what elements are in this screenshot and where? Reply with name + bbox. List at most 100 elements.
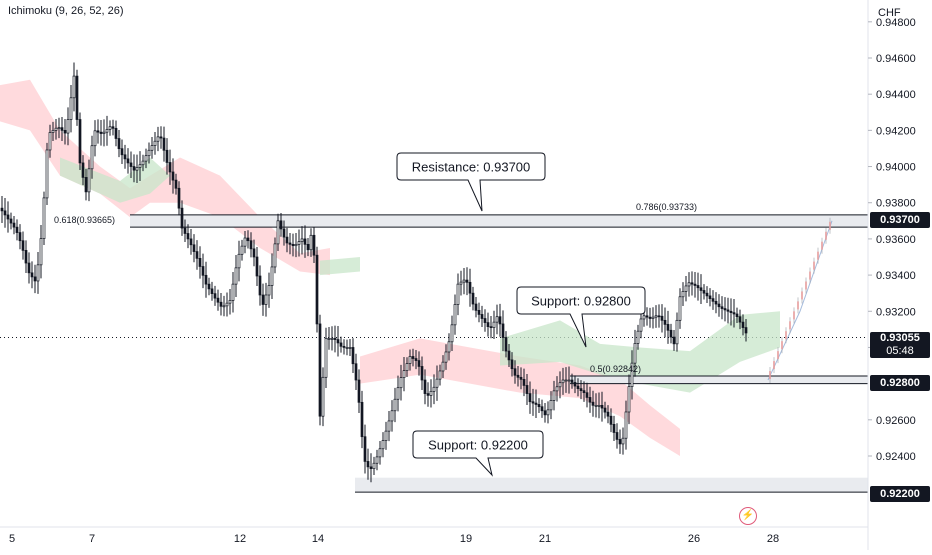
fib-0786-label: 0.786(0.93733) — [636, 202, 697, 212]
annotations: Resistance: 0.93700 Support: 0.92800 Suppo… — [54, 152, 697, 477]
candle-body — [507, 350, 511, 361]
candle-body — [330, 338, 334, 340]
projection-candle-body — [829, 221, 831, 230]
candle-body — [78, 119, 82, 164]
candle-body — [252, 248, 256, 258]
candle-body — [183, 227, 187, 234]
candle-body — [300, 238, 304, 242]
candle-body — [204, 274, 208, 285]
candle-body — [222, 305, 226, 308]
candle-body — [495, 316, 499, 323]
candle-body — [627, 386, 631, 413]
candle-body — [633, 343, 637, 364]
y-tick-label: 0.92600 — [876, 415, 916, 427]
candle-body — [339, 342, 343, 347]
resistance-callout-text: Resistance: 0.93700 — [412, 160, 531, 175]
candle-body — [675, 319, 679, 345]
candle-body — [126, 158, 130, 164]
candle-body — [102, 131, 106, 134]
candle-body — [669, 329, 673, 338]
candle-body — [216, 297, 220, 303]
candle-body — [234, 267, 238, 285]
fib-0618-label: 0.618(0.93665) — [54, 215, 115, 225]
candle-body — [705, 292, 709, 297]
projection-candle-body — [797, 301, 799, 310]
candle-body — [384, 430, 388, 441]
candle-body — [648, 316, 652, 319]
candle-body — [210, 288, 214, 294]
support-1-zone — [570, 376, 868, 384]
projection-candle-body — [825, 231, 827, 240]
support-1-price-tag: 0.92800 — [870, 375, 930, 391]
candle-body — [138, 164, 142, 168]
candle-body — [435, 378, 439, 388]
candle-body — [714, 300, 718, 305]
candle-body — [180, 207, 184, 229]
candle-body — [291, 243, 295, 247]
candle-body — [393, 398, 397, 412]
candle-body — [678, 296, 682, 321]
y-tick-label: 0.93400 — [876, 270, 916, 282]
candle-body — [657, 315, 661, 318]
candle-body — [405, 363, 409, 371]
candle-body — [696, 285, 700, 289]
candle-body — [702, 290, 706, 294]
candle-body — [672, 336, 676, 345]
candle-body — [366, 461, 370, 468]
candle-body — [369, 466, 373, 470]
candle-body — [33, 276, 37, 282]
candle-body — [198, 258, 202, 267]
x-tick-label: 21 — [539, 533, 551, 545]
candle-body — [528, 393, 532, 403]
axis-currency: CHF — [878, 7, 901, 19]
candle-body — [399, 377, 403, 389]
candle-body — [414, 358, 418, 361]
candle-body — [273, 243, 277, 268]
candle-body — [21, 240, 25, 251]
candle-body — [390, 410, 394, 422]
candle-body — [438, 370, 442, 380]
projection-candle-body — [813, 261, 815, 270]
candle-body — [612, 423, 616, 433]
candle-body — [84, 177, 88, 193]
candle-body — [288, 242, 292, 245]
candle-body — [351, 347, 355, 365]
candle-body — [585, 392, 589, 398]
candle-body — [348, 347, 352, 349]
candle-body — [708, 295, 712, 299]
candle-body — [561, 379, 565, 384]
lightning-icon[interactable]: ⚡ — [739, 507, 757, 525]
y-tick-label: 0.94200 — [876, 125, 916, 137]
candle-body — [96, 130, 100, 133]
candle-body — [177, 187, 181, 209]
candle-body — [213, 293, 217, 299]
candle-body — [636, 330, 640, 344]
candle-body — [240, 245, 244, 255]
candle-body — [594, 404, 598, 407]
candle-body — [27, 262, 31, 274]
candle-body — [411, 356, 415, 359]
candle-body — [201, 266, 205, 276]
candle-body — [147, 149, 151, 157]
candle-body — [63, 130, 67, 134]
candle-body — [93, 130, 97, 147]
indicator-legend[interactable]: Ichimoku (9, 26, 52, 26) — [8, 5, 124, 17]
candle-body — [48, 132, 52, 151]
candle-body — [372, 462, 376, 470]
x-tick-label: 19 — [460, 533, 472, 545]
support-1-callout-box — [516, 286, 646, 348]
candle-body — [732, 312, 736, 315]
candle-body — [693, 283, 697, 286]
bar-countdown: 05:48 — [886, 345, 914, 357]
candle-body — [423, 379, 427, 394]
candle-body — [219, 301, 223, 307]
candle-body — [132, 166, 136, 171]
candle-body — [264, 294, 268, 305]
cloud-segment — [500, 311, 780, 393]
candle-body — [243, 237, 247, 247]
candle-body — [477, 310, 481, 315]
x-tick-label: 26 — [688, 533, 700, 545]
time-axis: 5 7 12 14 19 21 26 28 — [0, 526, 868, 545]
